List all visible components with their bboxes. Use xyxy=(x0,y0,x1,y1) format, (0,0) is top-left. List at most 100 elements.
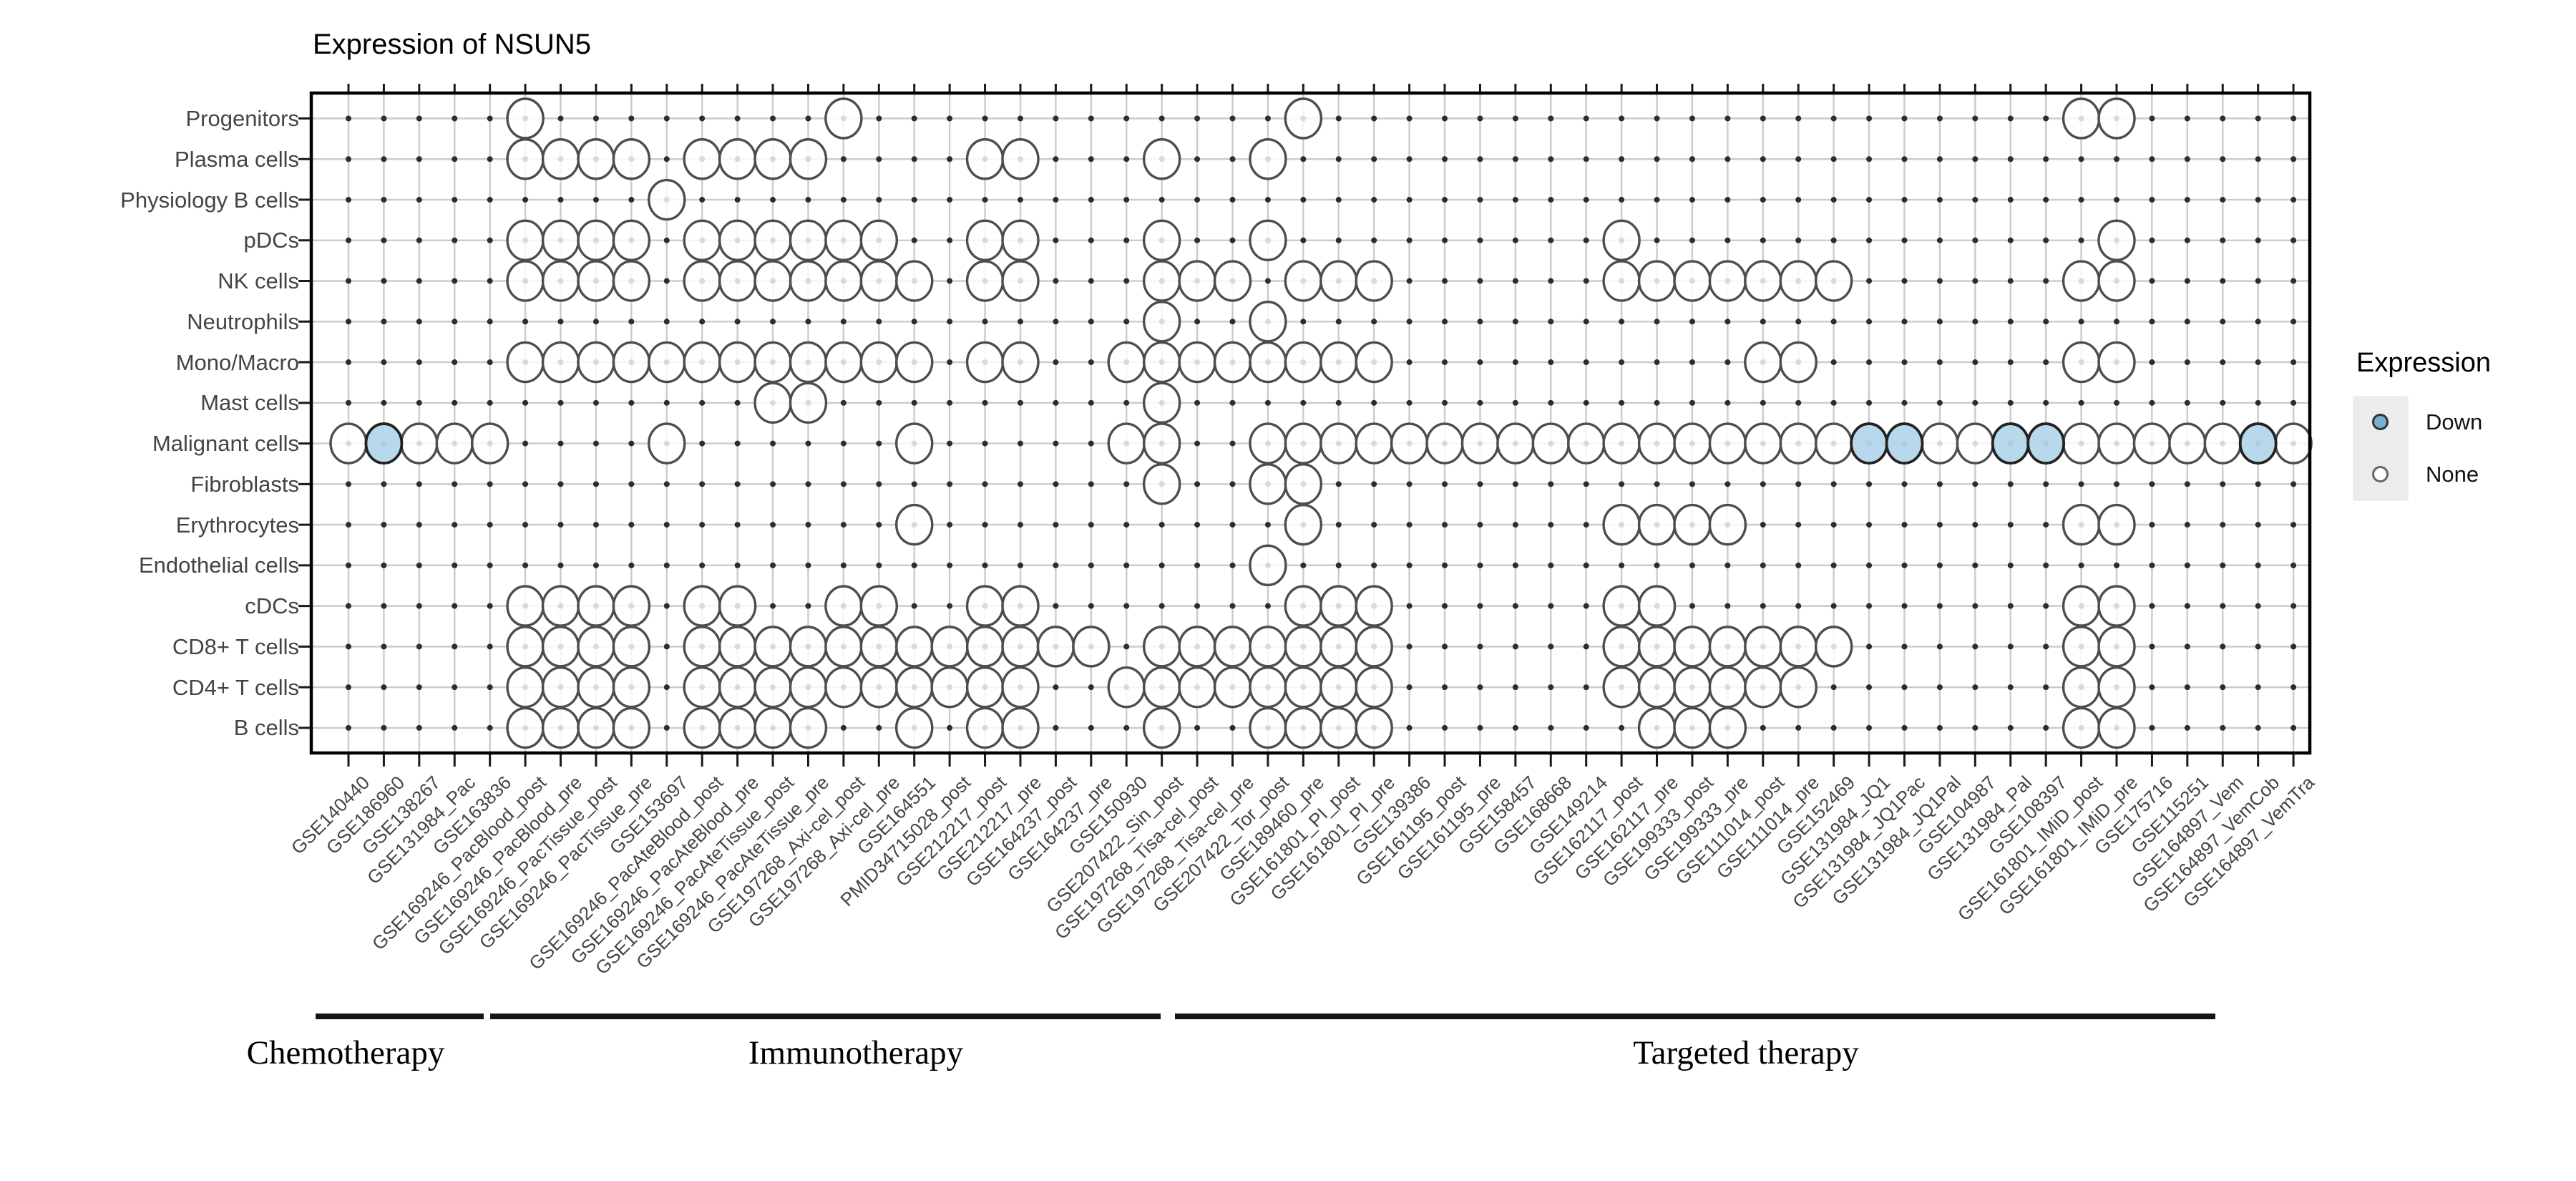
expression-dot-none xyxy=(753,706,792,749)
expression-dot-none xyxy=(789,626,828,668)
y-axis-label: Mast cells xyxy=(200,390,299,416)
expression-dot-none xyxy=(1249,626,1287,668)
expression-dot-none xyxy=(1602,503,1641,546)
expression-dot-none xyxy=(1249,138,1287,180)
expression-dot-none xyxy=(1284,341,1323,384)
expression-dot-none xyxy=(965,138,1005,180)
expression-dot-none xyxy=(1142,463,1181,505)
expression-dot-none xyxy=(718,626,757,668)
expression-dot-none xyxy=(2097,706,2136,749)
expression-dot-none xyxy=(718,341,757,384)
expression-dot-none xyxy=(577,260,615,302)
expression-dot-none xyxy=(824,260,863,302)
expression-dot-none xyxy=(2097,219,2136,261)
expression-dot-none xyxy=(577,585,615,627)
therapy-group-targeted-therapy: Targeted therapy xyxy=(1633,1034,1859,1071)
expression-dot-none xyxy=(2097,260,2136,302)
therapy-group-line xyxy=(316,1014,484,1019)
expression-dot-none xyxy=(2168,422,2207,465)
expression-dot-none xyxy=(648,422,686,465)
expression-dot-none xyxy=(718,138,757,180)
expression-dot-none xyxy=(1249,301,1287,343)
legend-item-none: None xyxy=(2426,462,2479,487)
expression-dot-none xyxy=(1284,463,1323,505)
expression-dot-none xyxy=(1779,341,1818,384)
expression-dot-down xyxy=(1885,422,1924,465)
expression-dot-none xyxy=(2062,97,2101,140)
y-axis-label: B cells xyxy=(233,715,299,741)
expression-dot-none xyxy=(1319,626,1358,668)
expression-dot-none xyxy=(1001,666,1040,709)
expression-dot-none xyxy=(1708,626,1747,668)
expression-dot-none xyxy=(577,138,615,180)
expression-dot-none xyxy=(1001,626,1040,668)
expression-dot-none xyxy=(1249,544,1287,587)
expression-dot-none xyxy=(1744,260,1782,302)
expression-dot-none xyxy=(789,341,828,384)
expression-dot-none xyxy=(541,706,580,749)
expression-dot-none xyxy=(1779,666,1818,709)
expression-dot-none xyxy=(1001,585,1040,627)
expression-dot-none xyxy=(2203,422,2242,465)
expression-dot-none xyxy=(541,219,580,261)
expression-dot-none xyxy=(1142,422,1181,465)
expression-dot-none xyxy=(683,585,721,627)
expression-dot-down xyxy=(1850,422,1888,465)
panel-border xyxy=(309,91,2312,755)
expression-dot-none xyxy=(1744,666,1782,709)
expression-dot-none xyxy=(824,341,863,384)
expression-dot-none xyxy=(1744,626,1782,668)
therapy-group-immunotherapy: Immunotherapy xyxy=(748,1034,964,1071)
expression-dot-none xyxy=(1213,260,1252,302)
y-axis-label: Endothelial cells xyxy=(138,553,299,578)
expression-dot-none xyxy=(824,666,863,709)
expression-dot-none xyxy=(683,219,721,261)
expression-dot-none xyxy=(612,666,651,709)
legend-key-background xyxy=(2353,396,2409,501)
expression-dot-none xyxy=(1142,341,1181,384)
expression-dot-none xyxy=(1673,422,1712,465)
y-axis-label: pDCs xyxy=(243,228,299,253)
expression-dot-none xyxy=(1178,666,1216,709)
expression-dot-none xyxy=(506,626,545,668)
expression-dot-none xyxy=(612,341,651,384)
expression-dot-none xyxy=(895,706,934,749)
y-axis-label: NK cells xyxy=(218,268,299,294)
expression-dot-down xyxy=(2026,422,2066,465)
expression-dot-none xyxy=(1213,626,1252,668)
expression-dot-none xyxy=(1249,706,1287,749)
expression-dot-none xyxy=(824,585,863,627)
expression-dot-none xyxy=(718,585,757,627)
expression-dot-none xyxy=(789,260,828,302)
expression-dot-none xyxy=(1814,260,1853,302)
expression-dot-none xyxy=(859,626,899,668)
expression-dot-down xyxy=(1991,422,2030,465)
expression-dot-none xyxy=(1814,422,1853,465)
expression-dot-none xyxy=(2097,626,2136,668)
expression-dot-none xyxy=(1142,381,1181,424)
expression-dot-none xyxy=(1142,706,1181,749)
expression-dot-none xyxy=(1284,666,1323,709)
expression-dot-none xyxy=(1284,626,1323,668)
expression-dot-none xyxy=(1637,422,1677,465)
expression-dot-none xyxy=(1142,260,1181,302)
expression-dot-none xyxy=(1602,260,1641,302)
expression-dot-none xyxy=(2062,503,2101,546)
expression-dot-none xyxy=(2062,585,2101,627)
expression-dot-none xyxy=(1319,260,1358,302)
expression-dot-none xyxy=(859,341,899,384)
expression-dot-none xyxy=(541,666,580,709)
expression-dot-none xyxy=(1637,706,1677,749)
expression-dot-down xyxy=(364,422,404,465)
expression-dot-none xyxy=(1602,585,1641,627)
expression-dot-none xyxy=(718,219,757,261)
expression-dot-none xyxy=(930,666,969,709)
expression-dot-none xyxy=(1284,585,1323,627)
expression-dot-none xyxy=(895,626,934,668)
expression-dot-none xyxy=(1249,463,1287,505)
expression-dot-none xyxy=(1213,341,1252,384)
expression-dot-none xyxy=(1319,706,1358,749)
expression-dot-none xyxy=(577,666,615,709)
expression-dot-none xyxy=(1390,422,1429,465)
